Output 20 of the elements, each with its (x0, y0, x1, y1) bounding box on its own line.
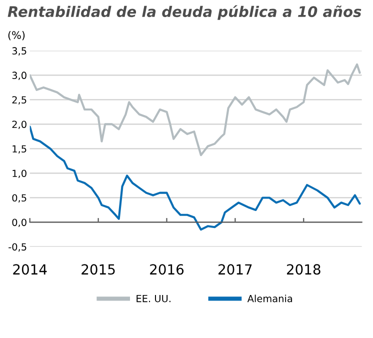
x-tick-label: 2017 (218, 264, 252, 275)
x-tick-label: 2016 (150, 264, 184, 275)
legend-label: EE. UU. (136, 294, 170, 302)
x-tick-label: 2018 (286, 264, 320, 275)
chart-title: Rentabilidad de la deuda pública a 10 años (8, 5, 362, 20)
x-tick-label: 2015 (82, 264, 115, 275)
y-tick-label: 0,0 (12, 218, 26, 228)
y-tick-label: 1,5 (12, 145, 26, 154)
y-tick-label: 3,0 (12, 72, 26, 80)
y-axis-title: (%) (8, 30, 25, 40)
y-tick-label: 1,0 (12, 170, 26, 178)
y-tick-label: 2,0 (12, 120, 26, 130)
legend-label: Alemania (247, 294, 292, 302)
y-tick-label: 3,5 (12, 47, 26, 56)
line-series (30, 63, 361, 156)
y-tick-label: -0,5 (8, 243, 26, 252)
line-series (30, 126, 361, 231)
y-tick-label: 2,5 (12, 96, 26, 105)
y-tick-label: 0,5 (12, 194, 26, 203)
x-tick-label: 2014 (13, 264, 47, 275)
